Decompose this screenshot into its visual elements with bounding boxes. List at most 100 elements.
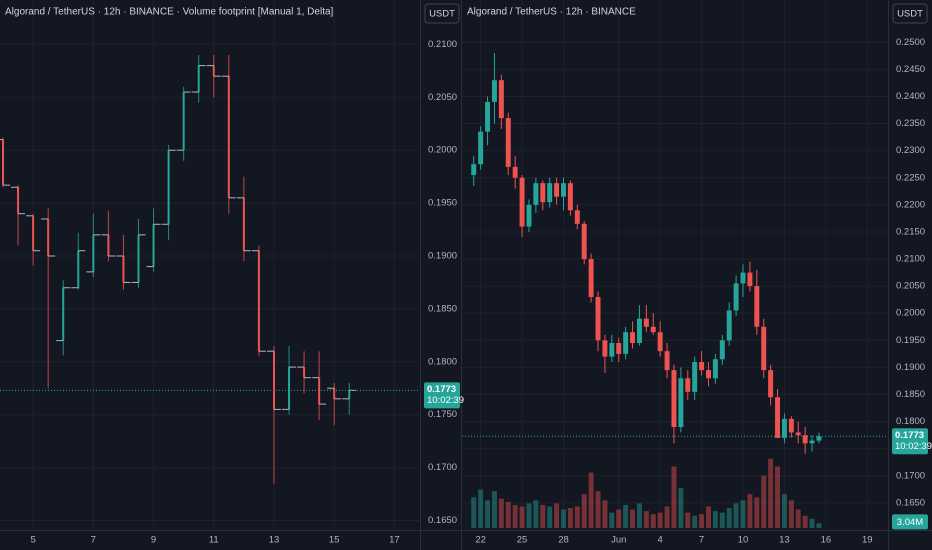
- volume-bar: [498, 498, 504, 528]
- volume-bar: [491, 491, 497, 528]
- volume-bar: [802, 515, 808, 528]
- volume-bar: [554, 503, 560, 528]
- x-tick-label: 19: [862, 535, 873, 546]
- y-tick-label: 0.2100: [428, 39, 457, 50]
- candle-body: [802, 435, 808, 444]
- y-tick-label: 0.2100: [896, 254, 925, 265]
- candle-body: [491, 80, 497, 102]
- y-tick-label: 0.2450: [896, 64, 925, 75]
- volume-bar: [526, 503, 532, 528]
- y-tick-label: 0.2500: [896, 37, 925, 48]
- candle-body: [32, 215, 35, 251]
- y-tick-label: 0.1700: [896, 470, 925, 481]
- candle-body: [227, 76, 230, 198]
- volume-bar: [685, 512, 691, 528]
- last-price-label: 0.1773: [427, 384, 456, 395]
- candle-body: [616, 343, 622, 354]
- candle-body: [706, 370, 711, 379]
- candle-body: [574, 210, 580, 224]
- x-tick-label: 17: [389, 535, 400, 546]
- candle-body: [788, 418, 794, 433]
- candle-body: [2, 139, 5, 186]
- volume-bar: [609, 512, 615, 528]
- candle-body: [107, 234, 110, 257]
- x-tick-label: 28: [558, 535, 569, 546]
- candle-body: [740, 272, 746, 284]
- volume-label-box: [892, 514, 928, 530]
- candle-body: [167, 150, 170, 225]
- candle-body: [761, 326, 767, 371]
- countdown-label: 10:02:39: [427, 395, 464, 406]
- volume-bar: [485, 500, 491, 528]
- candle-body: [17, 187, 20, 214]
- volume-bar: [533, 500, 539, 528]
- candle-body: [678, 378, 684, 428]
- y-tick-label: 0.2200: [896, 199, 925, 210]
- candle-body: [212, 65, 215, 77]
- last-price-box: [892, 428, 928, 455]
- candle-body: [643, 318, 649, 327]
- volume-bar: [512, 504, 518, 528]
- candle-body: [781, 418, 787, 438]
- candle-body: [182, 92, 185, 151]
- candle-body: [272, 351, 275, 410]
- volume-bar: [719, 512, 725, 528]
- volume-bar: [740, 500, 746, 528]
- candle-body: [303, 367, 306, 378]
- volume-bar: [795, 509, 801, 528]
- y-tick-label: 0.1750: [428, 409, 457, 420]
- candle-body: [726, 310, 732, 341]
- volume-bar: [643, 511, 649, 528]
- x-tick-label: 22: [475, 535, 486, 546]
- y-tick-label: 0.1850: [896, 389, 925, 400]
- volume-bar: [547, 506, 553, 528]
- candle-body: [650, 326, 656, 333]
- candle-body: [699, 362, 705, 371]
- volume-bar: [712, 511, 718, 528]
- candle-body: [512, 166, 518, 178]
- candle-body: [47, 218, 50, 257]
- candle-body: [333, 388, 336, 399]
- candle-body: [561, 183, 566, 197]
- candle-body: [485, 101, 491, 132]
- volume-bar: [699, 514, 705, 528]
- currency-button[interactable]: [424, 3, 460, 24]
- candle-body: [519, 177, 525, 227]
- chart-title: Algorand / TetherUS · 12h · BINANCE: [467, 7, 636, 18]
- candle-body: [533, 183, 539, 205]
- candle-body: [623, 332, 629, 354]
- y-tick-label: 0.2150: [896, 226, 925, 237]
- x-tick-label: 10: [738, 535, 749, 546]
- y-tick-label: 0.2250: [896, 172, 925, 183]
- volume-bar: [478, 489, 484, 528]
- candle-body: [719, 340, 725, 360]
- volume-bar: [788, 500, 794, 528]
- countdown-label: 10:02:39: [895, 441, 932, 452]
- x-tick-label: 11: [209, 535, 219, 546]
- y-tick-label: 0.1650: [428, 515, 457, 526]
- volume-bar: [471, 497, 477, 528]
- candle-body: [77, 250, 80, 288]
- candle-body: [122, 256, 125, 283]
- candle-body: [498, 80, 504, 119]
- volume-bar: [768, 458, 774, 528]
- y-tick-label: 0.1650: [896, 497, 925, 508]
- y-tick-label: 0.1700: [428, 462, 457, 473]
- chart-title: Algorand / TetherUS · 12h · BINANCE · Vo…: [5, 7, 334, 18]
- candle-body: [775, 397, 781, 438]
- currency-button[interactable]: [892, 3, 928, 24]
- candle-body: [540, 183, 546, 203]
- x-tick-label: 9: [151, 535, 156, 546]
- candle-body: [137, 234, 140, 283]
- candle-body: [581, 223, 587, 260]
- candle-body: [554, 183, 560, 197]
- candle-body: [197, 65, 200, 93]
- volume-bar: [657, 512, 663, 528]
- y-tick-label: 0.1900: [896, 362, 925, 373]
- candle-body: [809, 440, 815, 444]
- volume-bar: [561, 509, 566, 528]
- candle-body: [609, 343, 615, 357]
- candle-body: [288, 367, 291, 410]
